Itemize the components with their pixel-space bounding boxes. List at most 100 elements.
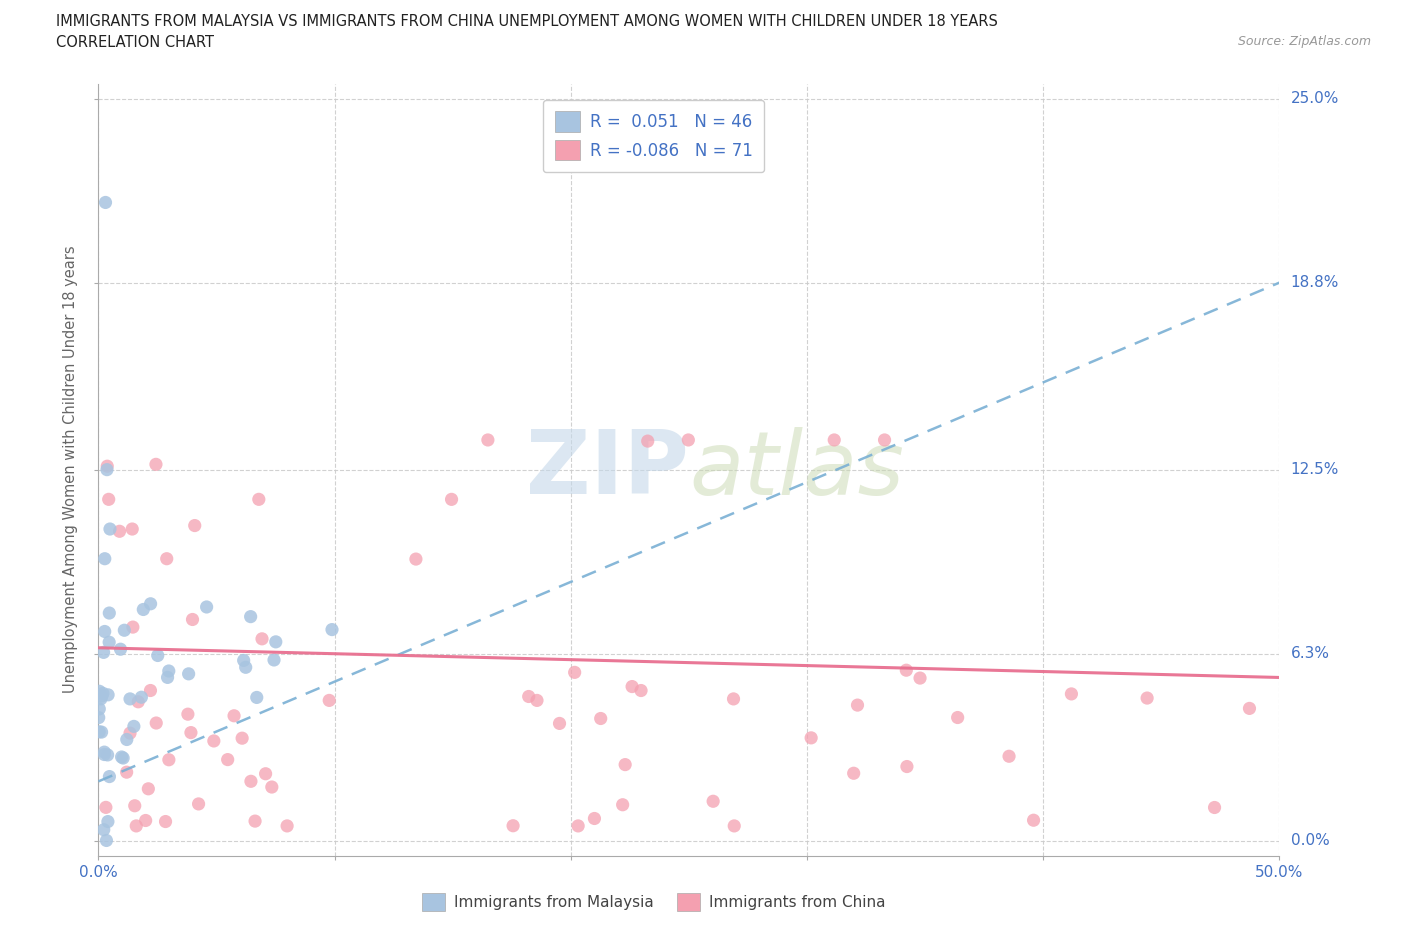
Point bbox=[110, 642, 132, 657]
Point bbox=[1204, 800, 1226, 815]
Point bbox=[678, 432, 700, 447]
Point bbox=[156, 551, 179, 566]
Point bbox=[98, 769, 121, 784]
Point bbox=[614, 757, 637, 772]
Point bbox=[96, 462, 118, 477]
Point bbox=[97, 748, 120, 763]
Point bbox=[177, 707, 200, 722]
Point bbox=[723, 818, 745, 833]
Point bbox=[93, 822, 115, 837]
Point bbox=[239, 774, 262, 789]
Point bbox=[157, 664, 180, 679]
Point bbox=[115, 764, 138, 779]
Point bbox=[124, 798, 146, 813]
Point bbox=[121, 522, 143, 537]
Point bbox=[90, 691, 112, 706]
Text: ZIP: ZIP bbox=[526, 426, 689, 513]
Point bbox=[98, 605, 121, 620]
Point bbox=[846, 698, 869, 712]
Point bbox=[145, 715, 167, 730]
Point bbox=[98, 522, 121, 537]
Point bbox=[145, 457, 167, 472]
Point bbox=[246, 690, 269, 705]
Point bbox=[97, 814, 120, 829]
Point bbox=[180, 725, 202, 740]
Point bbox=[637, 433, 659, 448]
Point bbox=[217, 752, 239, 767]
Point bbox=[89, 724, 111, 739]
Point bbox=[89, 701, 111, 716]
Point bbox=[91, 686, 114, 701]
Point bbox=[1136, 691, 1159, 706]
Point bbox=[121, 619, 143, 634]
Point bbox=[440, 492, 463, 507]
Text: atlas: atlas bbox=[689, 427, 904, 512]
Point bbox=[93, 624, 115, 639]
Point bbox=[318, 693, 340, 708]
Point bbox=[131, 690, 153, 705]
Y-axis label: Unemployment Among Women with Children Under 18 years: Unemployment Among Women with Children U… bbox=[63, 246, 79, 694]
Point bbox=[97, 492, 120, 507]
Point bbox=[122, 719, 145, 734]
Point bbox=[526, 693, 548, 708]
Point bbox=[110, 750, 132, 764]
Point bbox=[998, 749, 1021, 764]
Point bbox=[157, 752, 180, 767]
Point bbox=[621, 679, 644, 694]
Text: 6.3%: 6.3% bbox=[1291, 646, 1330, 661]
Point bbox=[630, 684, 652, 698]
Point bbox=[896, 663, 918, 678]
Point bbox=[202, 734, 225, 749]
Point bbox=[87, 711, 110, 725]
Point bbox=[96, 458, 118, 473]
Point bbox=[567, 818, 589, 833]
Point bbox=[517, 689, 540, 704]
Point bbox=[96, 833, 118, 848]
Point bbox=[239, 609, 262, 624]
Point bbox=[1022, 813, 1045, 828]
Point bbox=[502, 818, 524, 833]
Point bbox=[235, 660, 257, 675]
Point bbox=[135, 813, 157, 828]
Point bbox=[155, 814, 177, 829]
Point bbox=[276, 818, 298, 833]
Point bbox=[118, 725, 141, 740]
Point bbox=[583, 811, 606, 826]
Point bbox=[263, 653, 285, 668]
Point bbox=[405, 551, 427, 566]
Point bbox=[222, 709, 245, 724]
Point bbox=[195, 600, 218, 615]
Point bbox=[132, 602, 155, 617]
Text: IMMIGRANTS FROM MALAYSIA VS IMMIGRANTS FROM CHINA UNEMPLOYMENT AMONG WOMEN WITH : IMMIGRANTS FROM MALAYSIA VS IMMIGRANTS F… bbox=[56, 14, 998, 29]
Point bbox=[139, 596, 162, 611]
Point bbox=[156, 670, 179, 684]
Point bbox=[127, 695, 149, 710]
Text: 25.0%: 25.0% bbox=[1291, 91, 1339, 106]
Text: Source: ZipAtlas.com: Source: ZipAtlas.com bbox=[1237, 35, 1371, 48]
Point bbox=[93, 745, 115, 760]
Point bbox=[260, 779, 283, 794]
Point bbox=[908, 671, 931, 685]
Point bbox=[93, 644, 115, 659]
Point bbox=[254, 766, 277, 781]
Point bbox=[181, 612, 204, 627]
Point bbox=[184, 518, 207, 533]
Text: 18.8%: 18.8% bbox=[1291, 275, 1339, 290]
Point bbox=[112, 751, 135, 765]
Point bbox=[187, 796, 209, 811]
Point bbox=[873, 432, 896, 447]
Point bbox=[564, 665, 586, 680]
Point bbox=[94, 195, 117, 210]
Point bbox=[90, 688, 112, 703]
Point bbox=[548, 716, 571, 731]
Point bbox=[146, 648, 169, 663]
Point bbox=[702, 794, 724, 809]
Point bbox=[1060, 686, 1083, 701]
Legend: Immigrants from Malaysia, Immigrants from China: Immigrants from Malaysia, Immigrants fro… bbox=[416, 886, 891, 917]
Text: CORRELATION CHART: CORRELATION CHART bbox=[56, 35, 214, 50]
Point bbox=[823, 432, 845, 447]
Point bbox=[842, 765, 865, 780]
Point bbox=[138, 781, 160, 796]
Point bbox=[118, 692, 141, 707]
Point bbox=[231, 731, 253, 746]
